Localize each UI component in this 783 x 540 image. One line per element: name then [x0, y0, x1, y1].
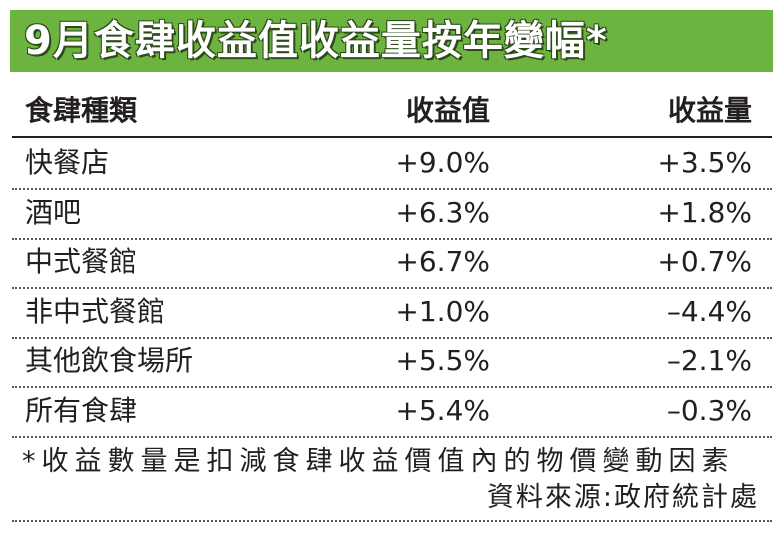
footnote: *收益數量是扣減食肆收益價值內的物價變動因素 [22, 446, 735, 477]
table-cell: +3.5% [657, 146, 752, 179]
table-cell: +9.0% [395, 146, 490, 179]
table-cell: +1.0% [395, 294, 490, 328]
table-row: 中式餐館 +6.7% +0.7% [12, 237, 772, 289]
header-cell: 收益值 [405, 94, 490, 127]
table-cell: +0.7% [657, 245, 752, 278]
table-cell: 非中式餐館 [25, 294, 166, 328]
table-cell: 所有食肆 [25, 393, 138, 427]
header-cell: 食肆種類 [25, 94, 138, 127]
table-cell: –4.4% [666, 294, 752, 328]
table-cell: +6.7% [395, 245, 490, 278]
table-cell: +5.4% [395, 393, 490, 427]
source: 資料來源:政府統計處 [486, 482, 759, 513]
table-cell: +5.5% [395, 344, 490, 377]
header-cell: 收益量 [667, 94, 752, 127]
table-cell: +6.3% [395, 195, 490, 229]
table-cell: +1.8% [657, 195, 752, 229]
table-cell: 快餐店 [25, 146, 110, 179]
table-cell: 其他飲食場所 [25, 344, 194, 377]
title: 9月食肆收益值收益量按年變幅* [10, 10, 773, 72]
separator [12, 520, 772, 522]
table-cell: –2.1% [666, 344, 752, 377]
table-row: 快餐店 +9.0% +3.5% [12, 138, 772, 190]
header-row: 食肆種類 收益值 收益量 [12, 86, 772, 138]
table-row: 酒吧 +6.3% +1.8% [12, 188, 772, 240]
table-cell: 中式餐館 [25, 245, 138, 278]
table-cell: 酒吧 [25, 195, 82, 229]
table-row: 非中式餐館 +1.0% –4.4% [12, 287, 772, 339]
table-row: 所有食肆 +5.4% –0.3% [12, 386, 772, 438]
table-row: 其他飲食場所 +5.5% –2.1% [12, 336, 772, 388]
table-cell: –0.3% [666, 393, 752, 427]
